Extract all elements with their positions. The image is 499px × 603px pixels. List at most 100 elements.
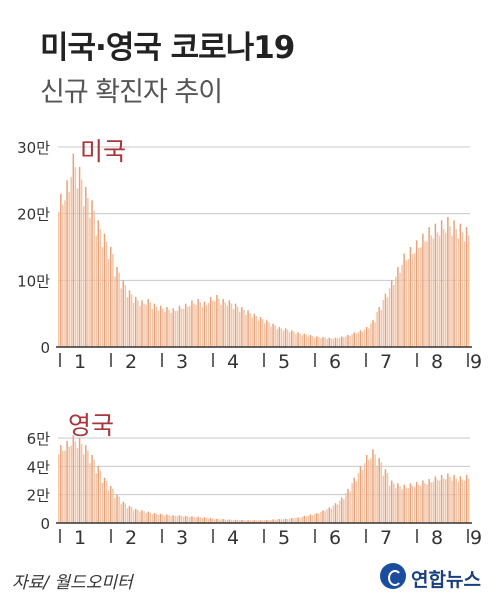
chart-bar [438, 480, 441, 523]
chart-bar [336, 504, 339, 523]
chart-bar [162, 514, 164, 523]
chart-bar [232, 520, 235, 523]
chart-bar [388, 485, 391, 523]
chart-bar [467, 235, 470, 347]
chart-bar [93, 210, 95, 347]
chart-bar [112, 254, 114, 347]
chart-bar [436, 479, 439, 523]
chart-bar [361, 331, 364, 347]
y-tick-label: 0 [40, 339, 50, 357]
chart-bar [440, 220, 443, 347]
chart-bar [284, 328, 287, 347]
chart-subtitle: 신규 확진자 추이 [40, 77, 223, 108]
chart-bar [187, 516, 189, 523]
chart-bar [447, 217, 449, 347]
chart-bar [261, 319, 264, 347]
chart-bar [463, 480, 466, 523]
chart-bar [386, 472, 389, 523]
chart-bar [126, 297, 129, 347]
chart-bar [172, 515, 174, 523]
chart-bar [218, 298, 220, 347]
x-tick-label: 6 [329, 351, 341, 373]
chart-bar [401, 489, 403, 523]
chart-bar [70, 176, 72, 347]
chart-bar [251, 317, 254, 347]
x-tick-label: 5 [278, 527, 290, 549]
chart-bar [313, 514, 316, 523]
chart-bar [278, 519, 281, 523]
chart-bar [143, 303, 145, 347]
chart-bar [301, 335, 303, 347]
chart-bar [178, 305, 181, 347]
chart-bar [397, 483, 399, 523]
chart-bar [334, 337, 337, 347]
chart-bar [293, 331, 295, 347]
chart-bar [251, 520, 254, 523]
chart-bar [268, 322, 270, 347]
chart-bar [187, 306, 189, 347]
chart-bar [112, 488, 114, 523]
chart-bar [226, 519, 229, 523]
chart-bar [159, 305, 162, 347]
chart-bar [176, 516, 179, 523]
chart-bar [107, 259, 110, 347]
chart-bar [449, 226, 451, 347]
chart-bar [207, 518, 210, 523]
chart-bar [336, 338, 339, 347]
chart-bar [259, 520, 262, 523]
chart-bar [153, 303, 156, 347]
x-tick-label: 3 [176, 351, 188, 373]
chart-bar [105, 480, 108, 523]
chart-bar [455, 229, 457, 347]
chart-bar [166, 514, 168, 523]
chart-bar [97, 220, 100, 347]
chart-bar [463, 241, 466, 347]
chart-bar [386, 297, 389, 347]
chart-bar [228, 519, 231, 523]
chart-bar [328, 337, 331, 347]
chart-bar [247, 310, 249, 347]
chart-bar [338, 500, 341, 523]
chart-bar [459, 223, 462, 347]
chart-bar [286, 519, 289, 523]
chart-bar [224, 519, 226, 523]
chart-bar [390, 480, 393, 523]
chart-bar [222, 299, 224, 347]
chart-bar [60, 193, 62, 347]
chart-bar [343, 499, 345, 523]
x-tick-label: 9 [470, 527, 482, 549]
chart-title: 미국·영국 코로나19 [40, 30, 295, 66]
chart-bar [58, 212, 60, 347]
chart-bar [445, 479, 447, 523]
chart-bar [128, 290, 131, 347]
chart-bar [382, 475, 385, 523]
chart-bar [309, 335, 312, 347]
chart-bar [153, 513, 156, 523]
series-label: 미국 [80, 137, 126, 166]
chart-bar [403, 484, 405, 523]
chart-bar [307, 336, 310, 347]
chart-bar [378, 457, 380, 523]
chart-bar [451, 480, 453, 523]
chart-bar [411, 486, 414, 523]
chart-bar [440, 474, 443, 523]
chart-bar [453, 220, 455, 347]
chart-bar [311, 515, 314, 523]
chart-bar [295, 334, 297, 347]
chart-bar [461, 232, 464, 347]
chart-bar [118, 272, 120, 347]
chart-bar [324, 511, 326, 523]
chart-bar [266, 320, 268, 347]
chart-bar [101, 247, 104, 347]
chart-bar [457, 481, 460, 523]
chart-bar [347, 335, 349, 347]
chart-bar [363, 463, 366, 523]
chart-bar [134, 297, 137, 347]
chart-bar [147, 299, 149, 347]
y-tick-label: 0 [40, 515, 50, 533]
chart-bar [95, 235, 97, 347]
chart-bar [91, 455, 93, 523]
chart-bar [376, 465, 378, 523]
chart-bar [261, 520, 264, 523]
chart-bar [278, 327, 281, 347]
